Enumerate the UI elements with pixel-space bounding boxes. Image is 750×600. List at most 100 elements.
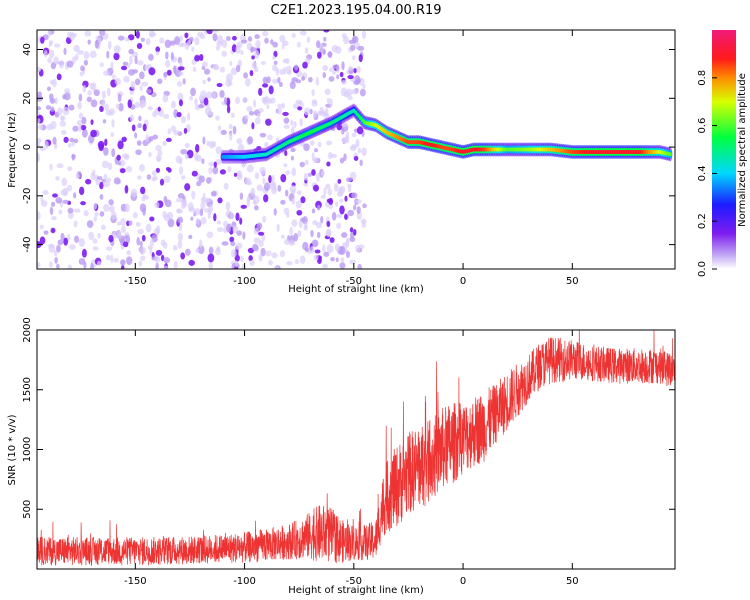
noise-blob xyxy=(191,170,198,177)
noise-blob xyxy=(194,36,200,46)
noise-blob xyxy=(78,186,85,196)
noise-blob xyxy=(246,198,251,208)
noise-blob xyxy=(282,111,289,117)
noise-blob xyxy=(108,205,115,213)
noise-blob xyxy=(139,85,143,92)
colorbar-label: Normalized spectral amplitude xyxy=(737,73,748,227)
noise-blob xyxy=(101,98,106,108)
noise-blob xyxy=(260,60,266,65)
spectrogram-noise xyxy=(37,30,367,269)
noise-blob xyxy=(355,199,362,204)
noise-blob xyxy=(204,68,211,75)
noise-blob xyxy=(61,129,67,135)
noise-blob xyxy=(103,203,110,212)
noise-blob xyxy=(210,190,217,197)
noise-blob xyxy=(306,36,311,43)
noise-blob xyxy=(123,76,130,83)
noise-blob xyxy=(322,111,327,117)
noise-blob xyxy=(262,30,269,37)
noise-blob xyxy=(299,30,307,36)
noise-blob xyxy=(340,79,347,85)
noise-blob xyxy=(279,34,286,43)
noise-blob xyxy=(172,244,178,251)
noise-blob xyxy=(309,108,313,115)
noise-blob xyxy=(66,60,74,68)
noise-blob xyxy=(236,230,243,236)
noise-blob xyxy=(322,64,329,72)
noise-blob xyxy=(253,99,257,108)
noise-blob xyxy=(303,143,310,152)
noise-blob xyxy=(244,114,249,120)
noise-blob xyxy=(139,203,147,213)
noise-blob xyxy=(304,247,309,252)
noise-blob xyxy=(345,131,350,139)
noise-blob xyxy=(358,54,363,63)
noise-blob xyxy=(256,222,263,230)
noise-blob xyxy=(117,161,122,166)
noise-blob xyxy=(299,118,304,127)
noise-blob xyxy=(155,249,163,256)
noise-blob xyxy=(113,52,120,61)
noise-blob xyxy=(132,212,138,219)
noise-blob xyxy=(312,157,319,164)
noise-blob xyxy=(145,37,151,46)
noise-blob xyxy=(309,140,315,146)
noise-blob xyxy=(351,192,358,199)
noise-blob xyxy=(260,247,266,257)
noise-blob xyxy=(320,170,325,177)
noise-blob xyxy=(231,35,237,41)
noise-blob xyxy=(297,230,302,238)
noise-blob xyxy=(169,40,176,46)
noise-blob xyxy=(124,185,129,194)
noise-blob xyxy=(317,204,321,211)
noise-blob xyxy=(264,141,269,148)
noise-blob xyxy=(59,120,66,127)
colorbar-tick-label: 0.0 xyxy=(697,261,708,277)
noise-blob xyxy=(78,258,86,265)
noise-blob xyxy=(80,65,85,72)
colorbar-tick-label: 0.6 xyxy=(697,118,708,134)
noise-blob xyxy=(241,39,248,44)
noise-blob xyxy=(234,254,240,262)
noise-blob xyxy=(103,70,111,77)
noise-blob xyxy=(355,244,361,253)
noise-blob xyxy=(290,147,296,153)
noise-blob xyxy=(344,213,348,220)
noise-blob xyxy=(82,85,87,93)
noise-blob xyxy=(81,116,87,125)
noise-blob xyxy=(108,199,114,206)
noise-blob xyxy=(291,219,298,227)
noise-blob xyxy=(286,261,293,266)
noise-blob xyxy=(264,37,269,44)
noise-blob xyxy=(205,91,212,99)
noise-blob xyxy=(78,124,82,133)
noise-blob xyxy=(67,143,72,148)
noise-blob xyxy=(57,107,63,116)
noise-blob xyxy=(314,249,321,254)
noise-blob xyxy=(125,234,131,244)
noise-blob xyxy=(324,201,330,208)
noise-blob xyxy=(229,212,235,220)
noise-blob xyxy=(343,153,347,162)
noise-blob xyxy=(277,106,282,115)
noise-blob xyxy=(145,223,152,233)
noise-blob xyxy=(93,89,100,97)
noise-blob xyxy=(106,50,110,59)
noise-blob xyxy=(183,127,188,134)
noise-blob xyxy=(213,213,217,222)
noise-blob xyxy=(217,227,224,233)
noise-blob xyxy=(211,92,217,99)
noise-blob xyxy=(230,249,237,258)
noise-blob xyxy=(336,74,340,80)
noise-blob xyxy=(90,262,94,269)
noise-blob xyxy=(83,59,89,66)
noise-blob xyxy=(261,233,266,242)
noise-blob xyxy=(71,153,75,161)
noise-blob xyxy=(129,55,133,65)
noise-blob xyxy=(335,201,339,207)
noise-blob xyxy=(162,211,167,219)
noise-blob xyxy=(190,87,196,97)
noise-blob xyxy=(311,100,318,107)
noise-blob xyxy=(277,184,282,192)
noise-blob xyxy=(177,240,183,249)
